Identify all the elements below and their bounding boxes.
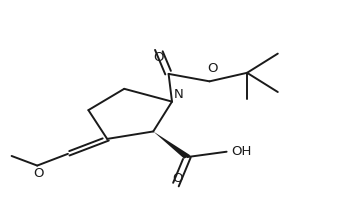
Text: O: O [172,172,182,185]
Text: O: O [34,167,44,180]
Polygon shape [153,132,191,159]
Text: OH: OH [232,145,252,158]
Text: O: O [208,62,218,75]
Text: N: N [174,87,183,100]
Text: O: O [153,51,164,65]
